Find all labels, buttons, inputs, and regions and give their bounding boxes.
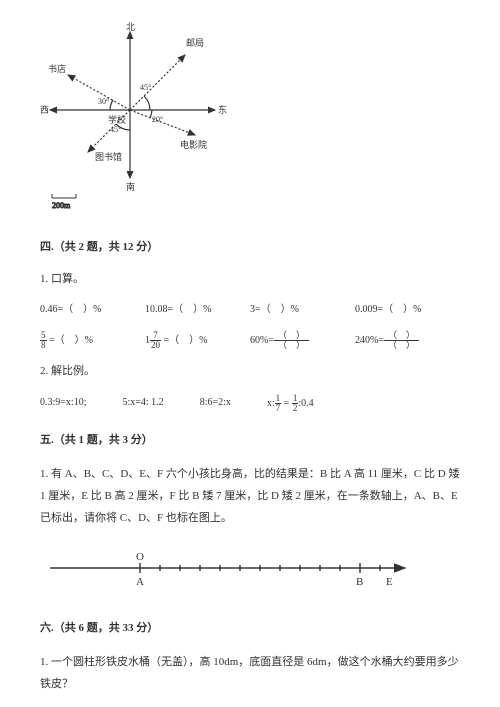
label-cinema: 电影院 [180,139,207,150]
scale-label: 200m [52,201,71,210]
ratio-4: x:17 = 12:0.4 [267,394,314,413]
section5-q1: 1. 有 A、B、C、D、E、F 六个小孩比身高，比的结果是：B 比 A 高 1… [40,463,460,529]
numline-A: A [136,576,144,588]
r2c3: 60%=（ ）（ ） [250,331,355,350]
r1c1: 0.46=（ ）% [40,301,145,319]
section4-q2: 2. 解比例。 [40,362,460,382]
r2c1: 58 =（ ）% [40,331,145,350]
numline-svg: O A B E [40,543,420,593]
label-east: 东 [218,104,227,115]
r1c4: 0.009=（ ）% [355,301,460,319]
ratio-row: 0.3:9=x:10; 5:x=4: 1.2 8:6=2:x x:17 = 12… [40,394,460,413]
numline-E: E [386,576,393,588]
r1c3: 3=（ ）% [250,301,355,319]
section6-q1: 1. 一个圆柱形铁皮水桶（无盖），高 10dm，底面直径是 6dm，做这个水桶大… [40,651,460,695]
compass-svg: 北 南 东 西 邮局 书店 学校 图书馆 电影院 45° 30° 20° 45°… [40,20,240,210]
label-postoffice: 邮局 [186,37,204,48]
label-bookstore: 书店 [48,63,66,74]
angle-45b: 45° [110,125,121,134]
number-line: O A B E [40,543,460,601]
angle-30: 30° [98,97,109,106]
label-south: 南 [126,181,135,192]
section4-q1: 1. 口算。 [40,270,460,290]
ratio-2: 5:x=4: 1.2 [122,394,163,413]
section6-header: 六.（共 6 题，共 33 分） [40,619,460,639]
label-school: 学校 [108,114,126,125]
r1c2: 10.08=（ ）% [145,301,250,319]
compass-diagram: 北 南 东 西 邮局 书店 学校 图书馆 电影院 45° 30° 20° 45°… [40,20,460,218]
numline-B: B [356,576,363,588]
calc-row-2: 58 =（ ）% 1720 =（ ）% 60%=（ ）（ ） 240%=（ ）（… [40,331,460,350]
r2c4: 240%=（ ）（ ） [355,331,460,350]
angle-45a: 45° [140,83,151,92]
label-library: 图书馆 [95,151,122,162]
angle-20: 20° [152,115,163,124]
calc-row-1: 0.46=（ ）% 10.08=（ ）% 3=（ ）% 0.009=（ ）% [40,301,460,319]
label-north: 北 [126,22,135,32]
label-west: 西 [40,105,49,115]
numline-O: O [136,551,144,563]
ratio-1: 0.3:9=x:10; [40,394,86,413]
ratio-3: 8:6=2:x [200,394,231,413]
section5-header: 五.（共 1 题，共 3 分） [40,431,460,451]
section4-header: 四.（共 2 题，共 12 分） [40,238,460,258]
r2c2: 1720 =（ ）% [145,331,250,350]
